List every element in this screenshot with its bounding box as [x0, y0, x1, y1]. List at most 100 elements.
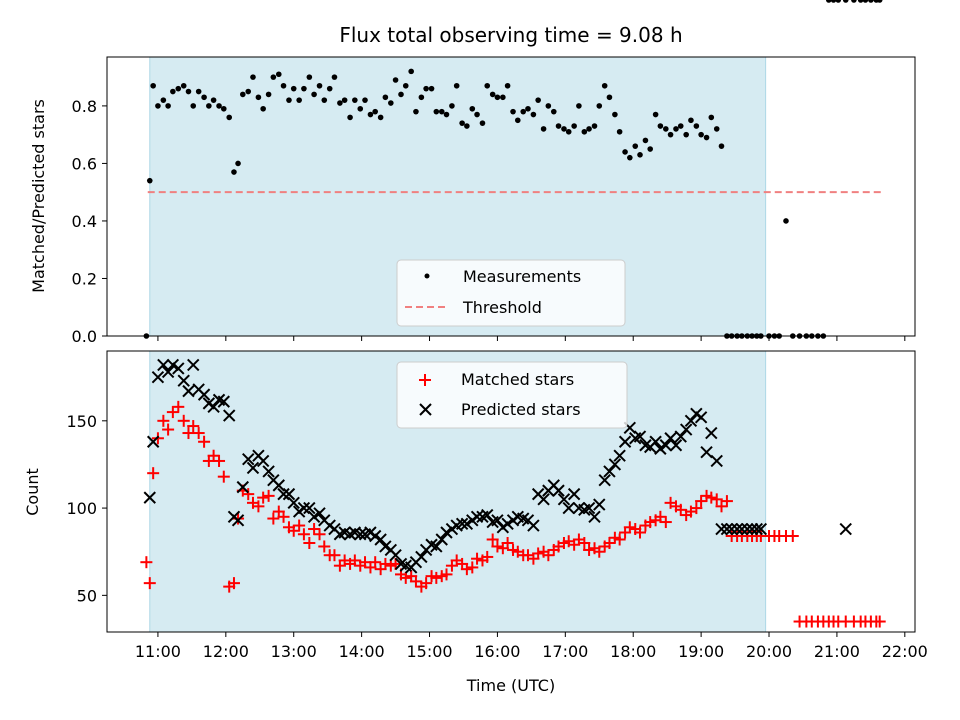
matched-star-point — [297, 528, 310, 541]
predicted-star-point — [633, 430, 647, 443]
matched-star-point — [143, 577, 156, 590]
matched-star-point — [409, 575, 422, 588]
predicted-star-point — [674, 430, 687, 443]
predicted-star-point — [297, 501, 311, 515]
matched-star-point — [162, 423, 175, 436]
matched-star-point — [287, 524, 300, 537]
measurement-point — [231, 169, 237, 175]
matched-star-point — [578, 536, 591, 549]
predicted-star-point — [143, 491, 156, 504]
predicted-star-point — [537, 493, 550, 506]
matched-star-point — [172, 400, 185, 413]
matched-star-point — [623, 521, 636, 534]
predicted-star-point — [389, 548, 402, 562]
predicted-star-point — [151, 370, 165, 384]
matched-star-point — [634, 526, 647, 539]
predicted-star-point — [501, 517, 514, 530]
predicted-star-point — [177, 374, 190, 387]
measurement-point — [474, 111, 480, 118]
measurement-point — [311, 91, 317, 98]
matched-star-point — [720, 495, 733, 508]
measurement-point — [876, 0, 883, 3]
measurement-point — [341, 97, 348, 103]
predicted-star-point — [246, 461, 260, 475]
measurement-point — [206, 103, 212, 109]
y-tick-label: 50 — [77, 586, 97, 605]
predicted-star-point — [725, 522, 738, 536]
matched-star-point — [674, 503, 687, 516]
measurement-point — [255, 94, 262, 101]
matched-stars-points — [140, 400, 886, 628]
predicted-star-point — [557, 493, 571, 506]
measurement-point — [464, 123, 470, 129]
matched-star-point — [192, 427, 205, 440]
matched-star-point — [348, 554, 361, 567]
predicted-star-point — [730, 522, 744, 536]
measurement-point — [296, 97, 302, 103]
predicted-star-point — [307, 510, 321, 524]
predicted-star-point — [679, 423, 693, 436]
matched-star-point — [207, 449, 220, 462]
matched-star-point — [217, 470, 230, 483]
measurement-point — [561, 126, 567, 132]
matched-star-point — [460, 563, 473, 576]
measurement-point — [235, 160, 241, 167]
chart-title: Flux total observing time = 9.08 h — [339, 23, 682, 47]
matched-star-point — [613, 533, 626, 546]
measurement-point — [216, 103, 222, 109]
predicted-star-point — [593, 498, 606, 511]
x-axis-label: Time (UTC) — [466, 676, 555, 695]
x-tick-label: 18:00 — [610, 642, 656, 661]
measurement-point — [555, 123, 562, 129]
measurement-point — [392, 77, 399, 83]
measurement-point — [510, 108, 516, 115]
matched-star-point — [389, 557, 402, 570]
measurement-point — [663, 126, 669, 132]
matched-star-point — [166, 406, 179, 419]
matched-star-point — [313, 528, 326, 541]
x-tick-label: 12:00 — [203, 642, 249, 661]
predicted-star-point — [481, 508, 494, 522]
measurement-point — [326, 85, 333, 92]
matched-star-point — [532, 547, 545, 560]
predicted-star-point — [598, 473, 611, 487]
predicted-star-point — [588, 510, 601, 524]
legend-label-threshold: Threshold — [462, 298, 542, 317]
measurement-point — [290, 85, 297, 92]
x-tick-label: 21:00 — [814, 642, 860, 661]
predicted-star-point — [256, 454, 270, 468]
measurement-point — [316, 82, 323, 89]
predicted-star-point — [664, 432, 677, 445]
predicted-star-point — [197, 388, 211, 401]
predicted-star-point — [649, 435, 662, 448]
measurement-point — [165, 103, 171, 109]
predicted-star-point — [217, 395, 230, 408]
ratio-legend-box — [396, 259, 626, 327]
matched-star-point — [177, 414, 190, 427]
ratio-y-axis-label: Matched/Predicted stars — [29, 99, 48, 293]
measurement-point — [596, 103, 603, 109]
measurement-point — [520, 108, 527, 115]
predicted-star-point — [720, 522, 734, 536]
y-tick-label: 0.0 — [72, 327, 97, 346]
measurement-point — [155, 103, 161, 109]
measurement-point — [494, 94, 501, 101]
matched-star-point — [232, 512, 245, 525]
measurement-point — [453, 82, 460, 89]
measurement-point — [851, 0, 857, 3]
measurement-point — [525, 105, 531, 112]
matched-star-point — [583, 543, 596, 556]
measurement-point — [540, 126, 547, 132]
matched-star-point — [277, 510, 290, 523]
measurement-point — [175, 85, 182, 92]
measurement-point — [388, 100, 394, 106]
predicted-star-point — [207, 400, 220, 414]
measurement-point — [601, 82, 608, 89]
measurement-point — [260, 105, 266, 112]
x-tick-label: 20:00 — [746, 642, 792, 661]
matched-star-point — [227, 577, 240, 590]
measurement-point — [210, 97, 217, 103]
matched-star-point — [267, 512, 280, 525]
measurement-point — [265, 91, 272, 98]
matched-star-point — [308, 523, 321, 536]
